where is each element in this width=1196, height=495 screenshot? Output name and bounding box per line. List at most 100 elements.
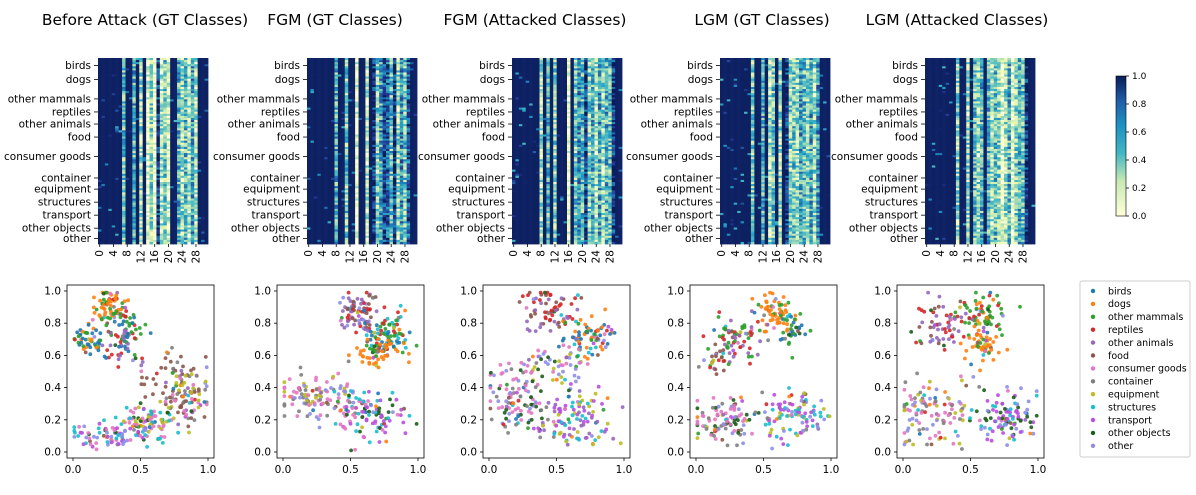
heatmap-cell — [118, 167, 123, 170]
heatmap-cell — [194, 198, 199, 201]
heatmap-cell — [139, 173, 144, 177]
heatmap-cell — [139, 163, 144, 166]
heatmap-cell — [149, 177, 154, 181]
heatmap-cell — [142, 153, 147, 156]
heatmap-cell — [170, 140, 175, 144]
heatmap-cell — [135, 78, 140, 82]
heatmap-cell — [190, 219, 195, 222]
heatmap-cell — [187, 146, 192, 150]
heatmap-cell — [177, 68, 181, 71]
heatmap-cell — [337, 241, 342, 245]
heatmap-cell — [163, 130, 168, 133]
heatmap-cell — [139, 221, 144, 224]
heatmap-cell — [139, 68, 144, 71]
heatmap-cell — [104, 165, 109, 168]
heatmap-x-tick-label: 8 — [122, 250, 134, 257]
heatmap-cell — [197, 138, 202, 142]
heatmap-cell — [104, 159, 109, 162]
heatmap-cell — [177, 223, 181, 226]
heatmap-cell — [139, 62, 144, 65]
heatmap-cell — [204, 84, 209, 88]
heatmap-cell — [180, 229, 185, 232]
heatmap-cell — [139, 122, 144, 125]
heatmap-cell — [142, 231, 147, 235]
heatmap-cell — [190, 68, 195, 71]
heatmap-cell — [153, 202, 157, 206]
heatmap-cell — [159, 221, 164, 224]
heatmap-cell — [132, 225, 137, 228]
heatmap-cell — [170, 113, 175, 117]
heatmap-cell — [201, 101, 205, 104]
heatmap-cell — [180, 173, 185, 177]
heatmap-cell — [307, 72, 311, 75]
heatmap-cell — [98, 198, 102, 201]
heatmap-cell — [132, 171, 137, 175]
heatmap-cell — [132, 215, 137, 218]
heatmap-cell — [104, 171, 109, 175]
heatmap-cell — [170, 202, 175, 206]
heatmap-cell — [201, 153, 205, 156]
heatmap-cell — [197, 161, 202, 164]
heatmap-cell — [104, 58, 109, 61]
heatmap-cell — [180, 159, 185, 162]
heatmap-cell — [183, 99, 188, 102]
heatmap-cell — [177, 148, 181, 152]
heatmap-cell — [139, 182, 144, 185]
heatmap-cell — [177, 132, 181, 135]
heatmap-cell — [125, 82, 130, 86]
heatmap-cell — [115, 111, 120, 115]
heatmap-cell — [204, 235, 209, 239]
heatmap-cell — [101, 99, 106, 102]
heatmap-cell — [166, 192, 171, 195]
heatmap-cell — [139, 159, 144, 162]
heatmap-cell — [163, 140, 168, 144]
heatmap-cell — [122, 171, 126, 175]
heatmap-cell — [180, 91, 185, 94]
heatmap-cell — [132, 210, 137, 214]
heatmap-cell — [177, 190, 181, 193]
heatmap-cell — [170, 206, 175, 210]
heatmap-cell — [98, 97, 102, 100]
heatmap-cell — [190, 142, 195, 146]
heatmap-cell — [111, 173, 116, 177]
heatmap-cell — [139, 140, 144, 144]
heatmap-cell — [128, 225, 133, 228]
heatmap-cell — [163, 161, 168, 164]
heatmap-cell — [197, 84, 202, 88]
heatmap-cell — [98, 227, 102, 230]
heatmap-cell — [135, 142, 140, 146]
heatmap-cell — [180, 221, 185, 224]
heatmap-cell — [111, 82, 116, 86]
heatmap-cell — [204, 68, 209, 71]
heatmap-cell — [170, 179, 175, 183]
heatmap-cell — [197, 184, 202, 187]
heatmap-cell — [132, 169, 137, 173]
heatmap-cell — [146, 99, 150, 102]
heatmap-cell — [118, 173, 123, 177]
heatmap-cell — [190, 221, 195, 224]
heatmap-cell — [183, 128, 188, 131]
heatmap-cell — [142, 103, 147, 106]
heatmap-cell — [190, 93, 195, 96]
heatmap-cell — [173, 120, 178, 123]
heatmap-cell — [108, 89, 113, 92]
heatmap-cell — [139, 128, 144, 131]
heatmap-cell — [104, 190, 109, 193]
heatmap-cell — [163, 124, 168, 127]
heatmap-cell — [372, 241, 377, 245]
heatmap-cell — [142, 58, 147, 61]
heatmap-cell — [125, 153, 130, 156]
heatmap-cell — [201, 210, 205, 214]
heatmap-cell — [118, 175, 123, 179]
heatmap-cell — [197, 130, 202, 133]
heatmap-cell — [177, 173, 181, 177]
heatmap-cell — [177, 206, 181, 210]
heatmap-cell — [142, 68, 147, 71]
heatmap-cell — [101, 179, 106, 183]
heatmap-cell — [183, 151, 188, 154]
heatmap-cell — [177, 58, 181, 61]
heatmap-cell — [204, 72, 209, 75]
heatmap-cell — [128, 202, 133, 206]
heatmap-cell — [153, 109, 157, 113]
